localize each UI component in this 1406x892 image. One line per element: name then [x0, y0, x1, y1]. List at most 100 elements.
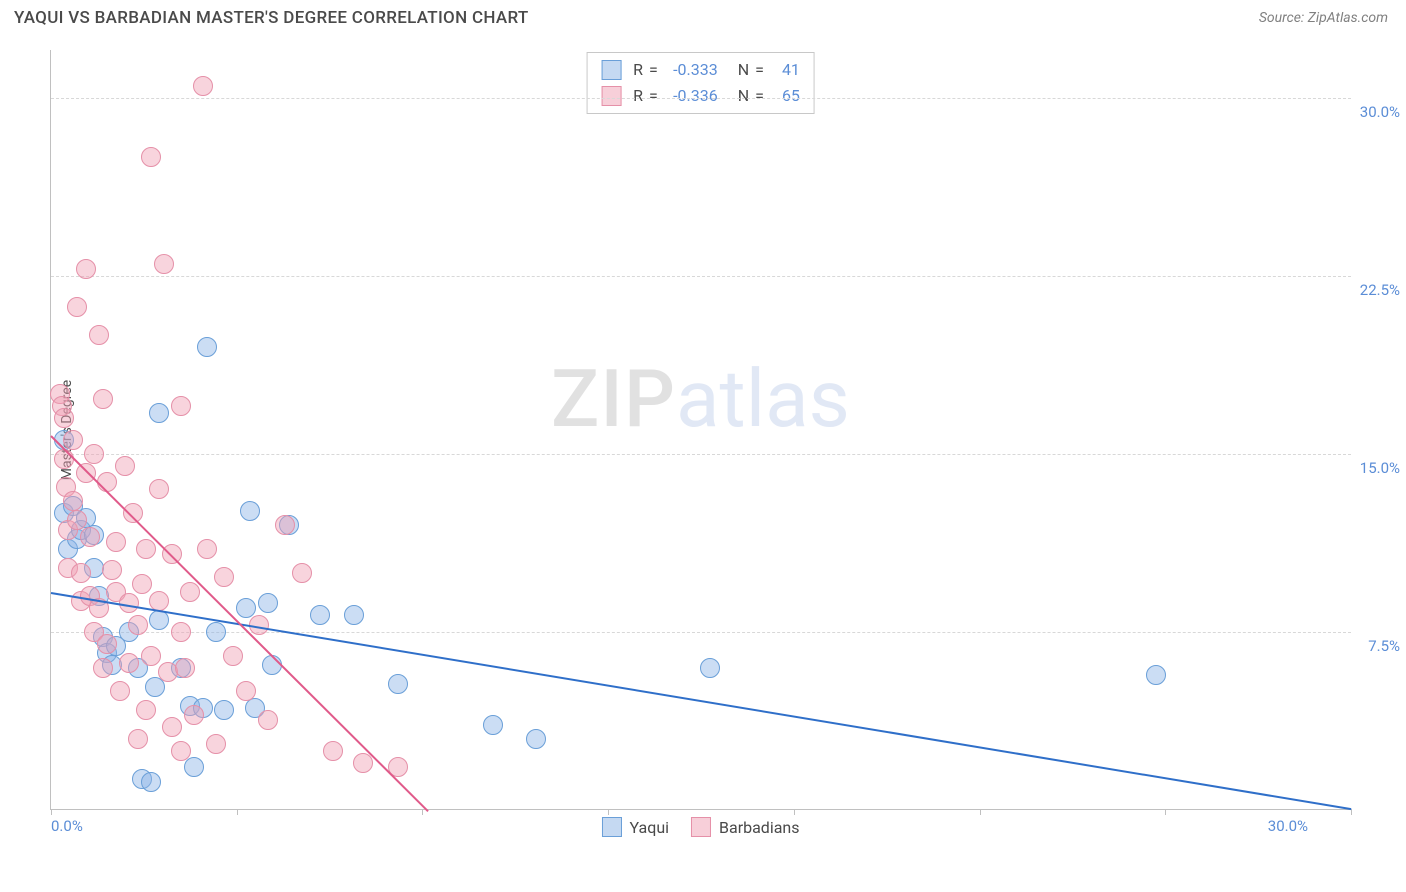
scatter-point	[149, 403, 169, 423]
scatter-point	[67, 297, 87, 317]
legend-n-label: N	[738, 57, 749, 83]
watermark: ZIPatlas	[551, 352, 850, 446]
chart-title: YAQUI VS BARBADIAN MASTER'S DEGREE CORRE…	[14, 8, 529, 28]
scatter-point	[197, 337, 217, 357]
scatter-point	[136, 539, 156, 559]
scatter-point	[141, 772, 161, 792]
scatter-point	[240, 501, 260, 521]
series-legend-label: Barbadians	[719, 818, 800, 837]
watermark-atlas: atlas	[676, 352, 850, 446]
scatter-point	[141, 646, 161, 666]
scatter-point	[89, 325, 109, 345]
scatter-point	[197, 539, 217, 559]
trendline	[50, 435, 428, 812]
correlation-legend: R=-0.333N=41R=-0.336N=65	[586, 52, 815, 114]
legend-n-value: 65	[770, 83, 800, 109]
legend-r-label: R	[633, 83, 643, 109]
plot-region: ZIPatlas Master's Degree R=-0.333N=41R=-…	[50, 50, 1350, 810]
scatter-point	[106, 532, 126, 552]
scatter-point	[214, 700, 234, 720]
scatter-point	[344, 605, 364, 625]
legend-eq: =	[755, 83, 764, 109]
x-tick	[237, 809, 238, 815]
correlation-legend-row: R=-0.336N=65	[601, 83, 800, 109]
x-tick	[422, 809, 423, 815]
scatter-point	[102, 560, 122, 580]
scatter-point	[119, 653, 139, 673]
y-tick-label: 7.5%	[1352, 637, 1400, 655]
chart-header: YAQUI VS BARBADIAN MASTER'S DEGREE CORRE…	[0, 0, 1406, 32]
scatter-point	[63, 491, 83, 511]
scatter-point	[141, 147, 161, 167]
series-legend-label: Yaqui	[629, 818, 669, 837]
legend-swatch	[601, 817, 621, 837]
legend-r-value: -0.336	[664, 83, 718, 109]
series-legend-item: Yaqui	[601, 817, 669, 837]
scatter-point	[171, 741, 191, 761]
scatter-point	[154, 254, 174, 274]
scatter-point	[110, 681, 130, 701]
legend-eq: =	[649, 83, 658, 109]
scatter-point	[700, 658, 720, 678]
scatter-point	[54, 449, 74, 469]
gridline	[51, 276, 1351, 277]
x-tick	[794, 809, 795, 815]
gridline	[51, 98, 1351, 99]
scatter-point	[128, 615, 148, 635]
scatter-point	[97, 472, 117, 492]
scatter-point	[175, 658, 195, 678]
watermark-zip: ZIP	[551, 352, 676, 446]
legend-eq: =	[649, 57, 658, 83]
x-tick	[980, 809, 981, 815]
x-tick	[608, 809, 609, 815]
y-tick-label: 15.0%	[1352, 459, 1400, 477]
legend-r-label: R	[633, 57, 643, 83]
x-tick	[51, 809, 52, 815]
scatter-point	[162, 717, 182, 737]
legend-n-value: 41	[770, 57, 800, 83]
scatter-point	[162, 544, 182, 564]
legend-n-label: N	[738, 83, 749, 109]
scatter-point	[214, 567, 234, 587]
scatter-point	[275, 515, 295, 535]
scatter-point	[323, 741, 343, 761]
x-tick	[1165, 809, 1166, 815]
series-legend: Yaqui Barbadians	[601, 817, 799, 837]
y-tick-label: 22.5%	[1352, 281, 1400, 299]
scatter-point	[236, 681, 256, 701]
scatter-point	[171, 622, 191, 642]
legend-swatch	[691, 817, 711, 837]
scatter-point	[180, 582, 200, 602]
scatter-point	[71, 563, 91, 583]
scatter-point	[258, 593, 278, 613]
scatter-point	[128, 729, 148, 749]
scatter-point	[184, 705, 204, 725]
scatter-point	[54, 408, 74, 428]
scatter-point	[292, 563, 312, 583]
legend-swatch	[601, 60, 621, 80]
scatter-point	[206, 734, 226, 754]
scatter-point	[184, 757, 204, 777]
scatter-point	[63, 430, 83, 450]
series-legend-item: Barbadians	[691, 817, 800, 837]
scatter-point	[1146, 665, 1166, 685]
scatter-point	[93, 658, 113, 678]
correlation-legend-row: R=-0.333N=41	[601, 57, 800, 83]
scatter-point	[206, 622, 226, 642]
x-axis-min-label: 0.0%	[51, 817, 83, 835]
scatter-point	[223, 646, 243, 666]
scatter-point	[388, 674, 408, 694]
scatter-point	[97, 634, 117, 654]
scatter-point	[310, 605, 330, 625]
source-attribution: Source: ZipAtlas.com	[1259, 10, 1388, 26]
scatter-point	[115, 456, 135, 476]
legend-swatch	[601, 86, 621, 106]
legend-r-value: -0.333	[664, 57, 718, 83]
chart-area: ZIPatlas Master's Degree R=-0.333N=41R=-…	[50, 50, 1390, 830]
scatter-point	[93, 389, 113, 409]
scatter-point	[136, 700, 156, 720]
x-axis-max-label: 30.0%	[1268, 817, 1308, 835]
x-tick	[1351, 809, 1352, 815]
scatter-point	[80, 527, 100, 547]
scatter-point	[483, 715, 503, 735]
